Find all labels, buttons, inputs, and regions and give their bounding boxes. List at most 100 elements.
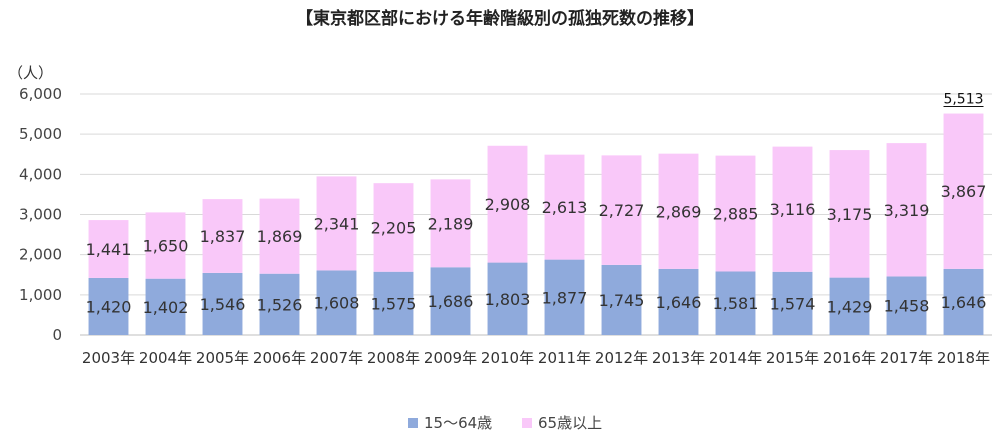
data-label: 1,441	[86, 240, 132, 259]
x-category-label: 2003年	[82, 349, 135, 367]
y-axis-unit-label: （人）	[8, 64, 53, 82]
data-label: 2,727	[599, 201, 645, 220]
legend-label: 15～64歳	[424, 414, 492, 432]
y-tick-label: 1,000	[19, 286, 62, 304]
data-label: 2,205	[371, 218, 417, 237]
bar-segment-65-plus	[145, 212, 186, 279]
legend: 15～64歳 65歳以上	[408, 414, 602, 432]
data-label: 2,869	[656, 202, 702, 221]
bar-segment-65-plus	[829, 150, 870, 278]
y-tick-label: 3,000	[19, 206, 62, 224]
data-label: 2,189	[428, 214, 474, 233]
legend-label: 65歳以上	[538, 414, 602, 432]
x-axis-categories: 2003年 2004年 2005年 2006年 2007年 2008年 2009年 2010年…	[82, 349, 990, 367]
bar-segment-15-64	[430, 267, 471, 335]
data-label: 3,319	[884, 201, 930, 220]
bar-segment-65-plus	[886, 143, 927, 277]
y-tick-label: 4,000	[19, 165, 62, 183]
x-category-label: 2006年	[253, 349, 306, 367]
bar-segment-15-64	[202, 272, 243, 335]
data-label: 1,646	[656, 293, 702, 312]
bar-segment-65-plus	[943, 113, 984, 269]
x-category-label: 2004年	[139, 349, 192, 367]
data-label: 1,546	[200, 295, 246, 314]
data-label: 1,877	[542, 288, 588, 307]
data-label: 1,458	[884, 297, 930, 316]
data-label: 1,745	[599, 291, 645, 310]
x-category-label: 2005年	[196, 349, 249, 367]
bar-segment-65-plus	[430, 179, 471, 268]
legend-swatch-15-64	[408, 418, 418, 428]
data-label: 1,429	[827, 297, 873, 316]
bar-segment-65-plus	[373, 183, 414, 272]
data-label: 1,581	[713, 294, 759, 313]
bar-segment-15-64	[316, 270, 357, 335]
bar-segment-65-plus	[658, 153, 699, 269]
bar-segment-65-plus	[601, 155, 642, 265]
bar-segment-15-64	[658, 268, 699, 335]
data-label: 1,646	[941, 293, 987, 312]
bar-segment-15-64	[544, 259, 585, 335]
y-axis-ticks: 0 1,000 2,000 3,000 4,000 5,000 6,000	[19, 85, 62, 344]
data-label: 2,613	[542, 198, 588, 217]
x-category-label: 2017年	[880, 349, 933, 367]
bar-segment-65-plus	[544, 154, 585, 260]
x-category-label: 2010年	[481, 349, 534, 367]
bar-segment-15-64	[601, 264, 642, 335]
bar-segment-65-plus	[772, 146, 813, 272]
x-category-label: 2015年	[766, 349, 819, 367]
x-category-label: 2016年	[823, 349, 876, 367]
bar-segment-15-64	[373, 271, 414, 335]
data-label: 3,116	[770, 200, 816, 219]
data-label: 1,526	[257, 295, 303, 314]
bar-segment-15-64	[886, 276, 927, 335]
bar-segment-15-64	[145, 278, 186, 335]
x-category-label: 2009年	[424, 349, 477, 367]
bar-segment-65-plus	[259, 198, 300, 274]
x-category-label: 2011年	[538, 349, 591, 367]
bar-segment-15-64	[772, 271, 813, 335]
bar-segment-15-64	[829, 277, 870, 335]
data-label: 2,341	[314, 214, 360, 233]
data-label: 1,402	[143, 298, 189, 317]
x-category-label: 2007年	[310, 349, 363, 367]
bar-segment-65-plus	[202, 199, 243, 273]
x-category-label: 2014年	[709, 349, 762, 367]
bar-segment-65-plus	[88, 220, 129, 278]
data-label: 1,574	[770, 294, 816, 313]
data-label: 3,867	[941, 182, 987, 201]
bar-segment-15-64	[88, 277, 129, 335]
bar-segment-15-64	[943, 268, 984, 335]
y-tick-label: 5,000	[19, 125, 62, 143]
x-category-label: 2012年	[595, 349, 648, 367]
y-tick-label: 2,000	[19, 246, 62, 264]
bar-segment-65-plus	[715, 155, 756, 272]
bar-segment-15-64	[259, 273, 300, 335]
data-label: 1,420	[86, 297, 132, 316]
chart-title: 【東京都区部における年齢階級別の孤独死数の推移】	[296, 8, 704, 29]
data-label: 3,175	[827, 205, 873, 224]
data-label: 1,869	[257, 227, 303, 246]
data-label: 1,803	[485, 290, 531, 309]
data-label: 1,837	[200, 227, 246, 246]
bars	[88, 113, 984, 335]
bar-segment-65-plus	[316, 176, 357, 271]
data-label: 1,686	[428, 292, 474, 311]
bar-segment-15-64	[487, 262, 528, 335]
data-labels: 1,420 1,441 1,402 1,650 1,546 1,837 1,526 1,869…	[86, 92, 987, 317]
data-label: 2,885	[713, 205, 759, 224]
bar-segment-65-plus	[487, 145, 528, 263]
y-tick-label: 6,000	[19, 85, 62, 103]
data-label: 1,650	[143, 237, 189, 256]
x-category-label: 2018年	[937, 349, 990, 367]
data-label: 2,908	[485, 195, 531, 214]
x-category-label: 2013年	[652, 349, 705, 367]
x-category-label: 2008年	[367, 349, 420, 367]
y-tick-label: 0	[52, 326, 62, 344]
total-annotation: 5,513	[943, 92, 983, 108]
data-label: 1,608	[314, 294, 360, 313]
data-label: 1,575	[371, 294, 417, 313]
bar-segment-15-64	[715, 271, 756, 335]
